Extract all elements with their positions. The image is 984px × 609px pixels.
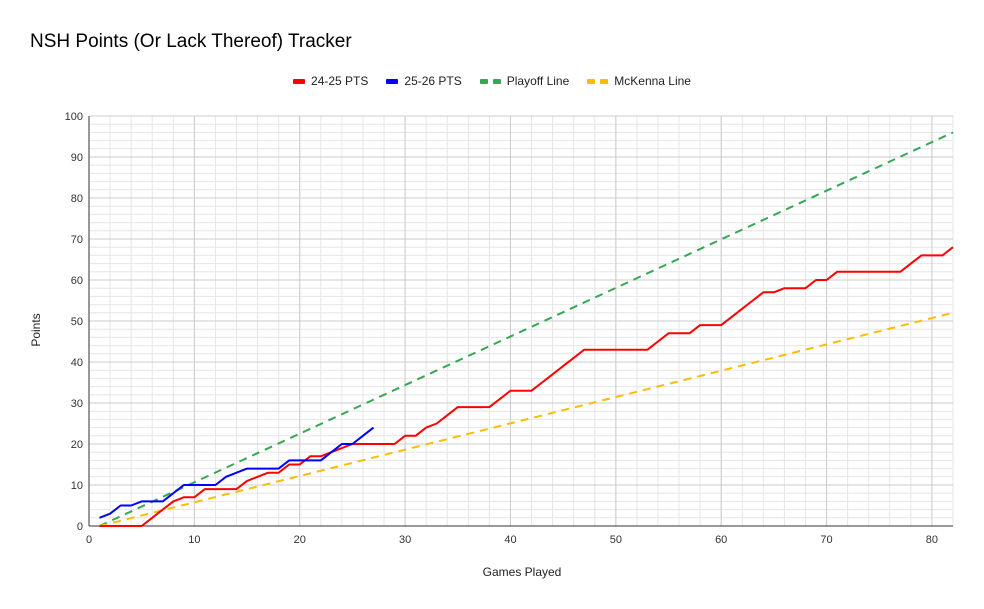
x-tick-label: 40	[504, 534, 516, 546]
x-tick-label: 20	[294, 534, 306, 546]
series-line-mckenna-line[interactable]	[99, 311, 954, 527]
y-tick-label: 70	[71, 234, 83, 246]
y-tick-label: 100	[65, 111, 83, 123]
x-axis-title: Games Played	[482, 565, 562, 579]
y-axis-title: Points	[29, 313, 43, 347]
y-tick-label: 90	[71, 152, 83, 164]
y-tick-label: 60	[71, 275, 83, 287]
y-tick-label: 0	[77, 521, 83, 533]
legend-label: Playoff Line	[506, 74, 570, 88]
y-tick-label: 40	[71, 357, 83, 369]
x-tick-label: 70	[820, 534, 832, 546]
legend-label: McKenna Line	[614, 74, 691, 88]
x-tick-label: 50	[610, 534, 622, 546]
x-tick-label: 80	[926, 534, 938, 546]
y-tick-label: 50	[71, 316, 83, 328]
y-tick-label: 80	[71, 193, 83, 205]
legend-item-24-25[interactable]: 24-25 PTS	[293, 74, 368, 88]
x-tick-label: 0	[86, 534, 92, 546]
x-tick-label: 60	[715, 534, 727, 546]
y-tick-label: 10	[71, 480, 83, 492]
y-tick-label: 20	[71, 439, 83, 451]
chart-legend: 24-25 PTS 25-26 PTS Playoff Line McKenna…	[0, 74, 984, 88]
legend-item-mckenna-line[interactable]: McKenna Line	[587, 74, 691, 88]
x-tick-label: 30	[399, 534, 411, 546]
x-tick-label: 10	[188, 534, 200, 546]
legend-item-playoff-line[interactable]: Playoff Line	[479, 74, 570, 88]
series-line-25-26-pts[interactable]	[99, 426, 375, 519]
series-line-24-25-pts[interactable]	[99, 246, 954, 527]
legend-item-25-26[interactable]: 25-26 PTS	[386, 74, 462, 88]
chart-title: NSH Points (Or Lack Thereof) Tracker	[30, 31, 352, 52]
legend-swatch-blue	[386, 78, 399, 84]
legend-label: 24-25 PTS	[311, 74, 369, 88]
legend-swatch-green-dashed	[479, 78, 501, 84]
legend-swatch-red	[293, 78, 306, 84]
series-line-playoff-line[interactable]	[99, 131, 954, 527]
y-tick-label: 30	[71, 398, 83, 410]
legend-swatch-yellow-dashed	[587, 78, 609, 84]
legend-label: 25-26 PTS	[404, 74, 462, 88]
